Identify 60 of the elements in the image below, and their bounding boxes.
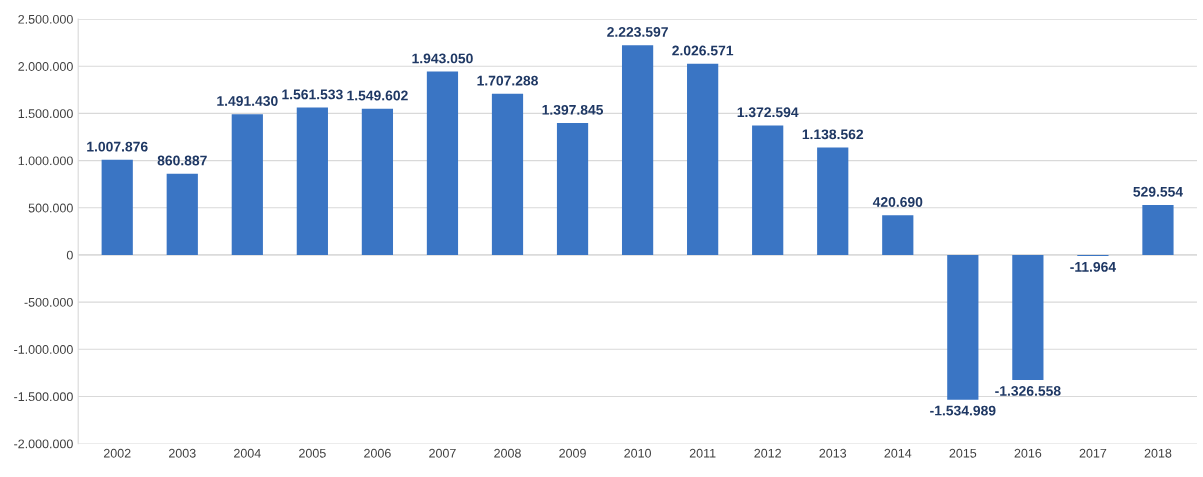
data-label: 1.007.876 bbox=[87, 141, 148, 152]
data-label: 1.372.594 bbox=[737, 107, 799, 118]
data-label: 420.690 bbox=[872, 197, 923, 207]
x-tick-label: 2011 bbox=[689, 448, 716, 458]
bar bbox=[426, 71, 459, 255]
data-label: 1.138.562 bbox=[802, 129, 864, 140]
bar bbox=[1142, 204, 1174, 255]
data-label: 2.223.597 bbox=[607, 27, 668, 37]
x-tick-label: 2002 bbox=[103, 448, 131, 458]
x-tick-label: 2008 bbox=[494, 448, 521, 458]
x-tick-label: 2013 bbox=[819, 448, 847, 458]
y-tick-label: 1.000.000 bbox=[18, 156, 73, 166]
data-label: 2.026.571 bbox=[672, 45, 734, 56]
y-tick-label: 0 bbox=[66, 250, 73, 260]
y-tick-label: -2.000.000 bbox=[14, 439, 73, 449]
data-label: -1.326.558 bbox=[995, 386, 1061, 396]
y-tick-label: 1.500.000 bbox=[18, 109, 73, 119]
bar bbox=[1012, 254, 1044, 381]
bar bbox=[752, 125, 784, 255]
x-tick-label: 2016 bbox=[1014, 448, 1042, 458]
x-tick-label: 2017 bbox=[1079, 448, 1107, 458]
data-label: 1.943.050 bbox=[412, 53, 473, 64]
bar bbox=[947, 254, 979, 400]
bar bbox=[621, 45, 654, 255]
y-tick-label: -500.000 bbox=[24, 297, 73, 307]
bar bbox=[166, 173, 198, 255]
bar bbox=[556, 123, 589, 255]
data-label: 860.887 bbox=[157, 155, 207, 166]
bar bbox=[817, 147, 849, 255]
y-tick-label: -1.000.000 bbox=[14, 345, 73, 354]
data-label: 1.549.602 bbox=[347, 90, 408, 101]
bar bbox=[491, 93, 524, 255]
x-tick-label: 2006 bbox=[364, 448, 391, 458]
bar bbox=[296, 107, 328, 255]
y-tick-label: 2.000.000 bbox=[18, 62, 73, 71]
bar bbox=[101, 159, 133, 255]
bar bbox=[361, 108, 394, 255]
y-tick-label: -1.500.000 bbox=[14, 392, 73, 402]
x-tick-label: 2018 bbox=[1144, 448, 1172, 458]
x-tick-label: 2005 bbox=[299, 448, 326, 458]
data-label: 529.554 bbox=[1133, 186, 1183, 197]
data-label: 1.561.533 bbox=[282, 89, 343, 100]
data-label: 1.707.288 bbox=[477, 75, 538, 86]
data-label: -1.534.989 bbox=[930, 405, 996, 416]
x-tick-label: 2004 bbox=[234, 448, 261, 458]
y-tick-label: 2.500.000 bbox=[18, 14, 73, 24]
data-label: -11.964 bbox=[1070, 261, 1117, 272]
y-tick-label: 500.000 bbox=[28, 203, 73, 213]
x-tick-label: 2003 bbox=[169, 448, 196, 458]
x-tick-label: 2012 bbox=[754, 448, 781, 458]
data-label: 1.397.845 bbox=[542, 104, 604, 115]
x-tick-label: 2007 bbox=[429, 448, 456, 458]
x-tick-label: 2015 bbox=[949, 448, 977, 458]
x-tick-label: 2010 bbox=[624, 448, 652, 458]
x-tick-label: 2009 bbox=[559, 448, 586, 458]
bar bbox=[231, 114, 263, 255]
bar bbox=[882, 215, 914, 255]
x-tick-label: 2014 bbox=[884, 448, 912, 458]
bar bbox=[687, 63, 719, 255]
data-label: 1.491.430 bbox=[217, 96, 278, 106]
